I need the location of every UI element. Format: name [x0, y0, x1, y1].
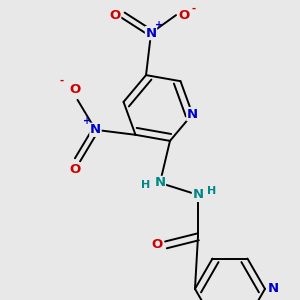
Text: +: +	[83, 116, 92, 126]
Text: O: O	[151, 238, 163, 251]
Text: H: H	[141, 180, 151, 190]
Text: O: O	[69, 163, 80, 176]
Text: -: -	[59, 76, 64, 86]
Text: +: +	[155, 20, 163, 30]
Text: O: O	[110, 9, 121, 22]
Text: H: H	[207, 186, 217, 196]
Text: -: -	[192, 4, 196, 14]
Text: N: N	[90, 123, 101, 136]
Text: O: O	[178, 9, 190, 22]
Text: N: N	[146, 27, 157, 40]
Text: N: N	[192, 188, 203, 201]
Text: O: O	[69, 83, 80, 96]
Text: N: N	[187, 108, 198, 121]
Text: N: N	[267, 282, 278, 296]
Text: N: N	[154, 176, 166, 189]
